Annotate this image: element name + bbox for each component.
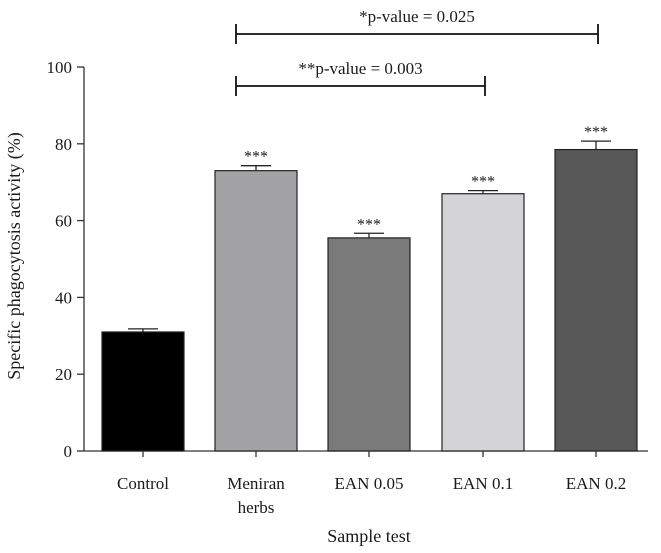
bar-1 (214, 170, 298, 452)
bar-2 (327, 237, 411, 452)
x-tick-label-3: EAN 0.1 (453, 474, 513, 493)
significance-stars-1: *** (244, 149, 268, 166)
x-tick-label-0: Control (117, 474, 169, 493)
plot-area: 0 20 40 60 80 100 Control *** Meniran herbs *** EAN… (47, 7, 648, 517)
x-tick-label-2: EAN 0.05 (335, 474, 404, 493)
y-tick-label: 0 (64, 442, 73, 461)
significance-label-1: **p-value = 0.003 (298, 59, 422, 78)
y-tick-label: 20 (55, 365, 72, 384)
y-tick-label: 40 (55, 288, 72, 307)
x-tick-label-4: EAN 0.2 (566, 474, 626, 493)
x-tick-label-1: Meniran (227, 474, 285, 493)
y-tick-label: 80 (55, 135, 72, 154)
y-axis-title: Specific phagocytosis activity (%) (4, 132, 25, 379)
y-tick-label: 100 (47, 58, 73, 77)
x-axis-title: Sample test (327, 526, 411, 546)
significance-stars-4: *** (584, 124, 608, 141)
y-tick-label: 60 (55, 212, 72, 231)
bar-3 (441, 193, 525, 452)
bar-0 (101, 331, 185, 452)
x-tick-label-1: herbs (238, 498, 275, 517)
bar-4 (554, 148, 638, 452)
significance-stars-3: *** (471, 174, 495, 191)
significance-label-0: *p-value = 0.025 (359, 7, 475, 26)
significance-stars-2: *** (357, 216, 381, 233)
